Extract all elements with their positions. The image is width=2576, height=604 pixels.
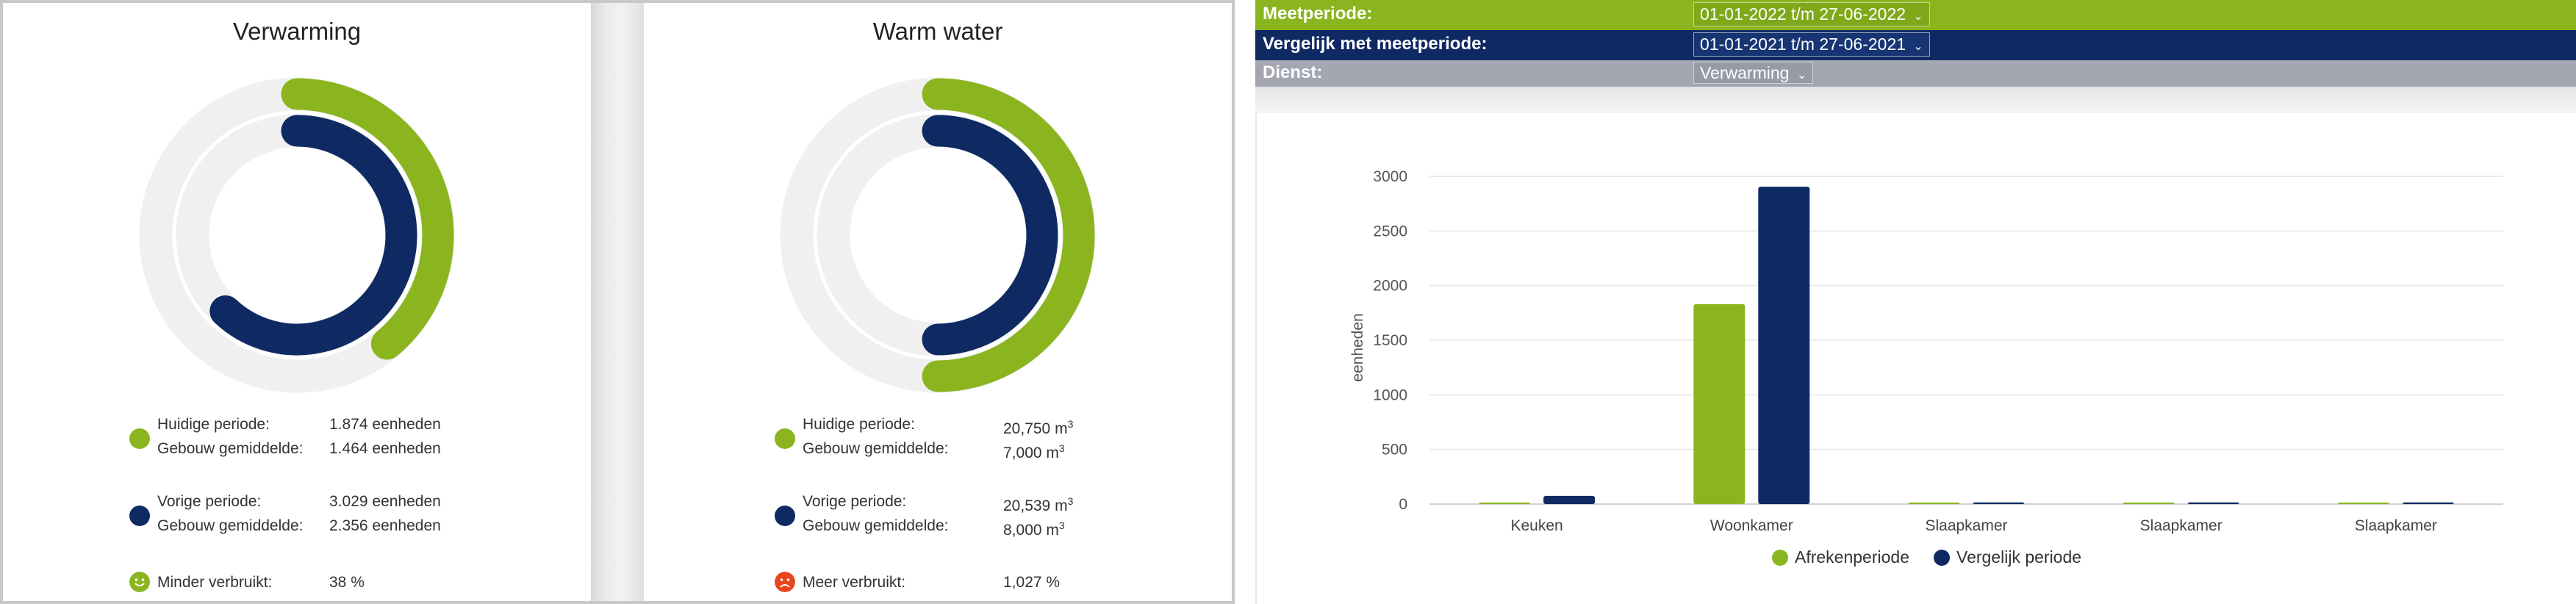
card-title: Verwarming [232,18,362,45]
previous-period-stats: Vorige periode: 3.029 eenheden Gebouw ge… [128,489,569,541]
x-tick-label: Slaapkamer [1925,517,2007,534]
current-period-value: 1.874 eenheden [329,416,441,433]
outer-arc [281,78,454,360]
current-period-dot [775,428,795,449]
current-period-value: 20,750 m3 [1003,418,1074,437]
y-tick-label: 1000 [1373,387,1407,403]
x-tick-label: Slaapkamer [2355,517,2437,534]
current-period-label: Huidige periode: [157,416,270,433]
toolbar-spacer [1255,87,2576,113]
chevron-down-icon: ⌄ [1913,10,1923,23]
smiley-happy-icon [129,572,150,592]
y-tick-label: 2000 [1373,278,1407,295]
previous-period-value: 3.029 eenheden [329,493,441,510]
bar-afrekenperiode [1908,503,1960,504]
vergelijk-label: Vergelijk met meetperiode: [1263,34,1488,54]
previous-period-dot [775,506,795,526]
result-value: 38 % [329,574,365,591]
result-label: Minder verbruikt: [157,574,273,591]
bar-chart: 0 500 1000 1500 2000 2500 3000 eenheden Keuken Wo… [1349,168,2503,567]
bar-afrekenperiode [2337,503,2389,504]
meetperiode-value: 01-01-2022 t/m 27-06-2022 [1700,4,1906,24]
y-tick-label: 0 [1399,496,1407,513]
legend-item: Vergelijk periode [1956,547,2081,567]
bar-vergelijk-periode [2187,502,2239,504]
legend-marker [1772,550,1788,566]
outer-arc [922,78,1095,392]
vergelijk-select[interactable]: 01-01-2021 t/m 27-06-2021 ⌄ [1693,32,1930,57]
bar-vergelijk-periode [1543,495,1596,504]
dienst-select[interactable]: Verwarming ⌄ [1693,62,1814,84]
building-average-label: Gebouw gemiddelde: [803,517,949,534]
previous-period-stats: Vorige periode: 20,539 m3 Gebouw gemidde… [773,489,1214,541]
bar-vergelijk-periode [1973,502,2025,504]
y-tick-label: 2500 [1373,223,1407,240]
smiley-sad-icon [775,572,795,592]
filter-dienst: Dienst: Verwarming ⌄ [1255,60,2576,87]
bar-afrekenperiode [1693,303,1746,504]
meetperiode-select[interactable]: 01-01-2022 t/m 27-06-2022 ⌄ [1693,2,1930,26]
previous-period-dot [129,506,150,526]
x-tick-label: Keuken [1510,517,1563,534]
chevron-down-icon: ⌄ [1913,40,1923,53]
usage-result: Minder verbruikt: 38 % [128,570,569,597]
result-label: Meer verbruikt: [803,574,906,591]
result-value: 1,027 % [1003,574,1061,591]
y-axis-label: eenheden [1349,313,1366,381]
inner-arc [922,115,1058,356]
card-title: Warm water [872,18,1003,45]
y-tick-label: 3000 [1373,168,1407,185]
card-verwarming: Verwarming Huidige periode: 1.874 eenhed… [3,3,591,601]
inner-arc [209,115,417,356]
y-tick-label: 500 [1382,442,1407,459]
chevron-down-icon: ⌄ [1796,69,1807,82]
current-period-stats: Huidige periode: 20,750 m3 Gebouw gemidd… [773,412,1214,464]
building-average-label: Gebouw gemiddelde: [157,517,304,534]
building-average-value: 2.356 eenheden [329,517,441,534]
usage-result: Meer verbruikt: 1,027 % [773,570,1214,597]
current-period-label: Huidige periode: [803,416,915,433]
donut-chart [139,77,455,393]
dienst-label: Dienst: [1263,62,1323,82]
donut-chart [780,77,1096,393]
current-period-stats: Huidige periode: 1.874 eenheden Gebouw g… [128,412,569,464]
previous-period-value: 20,539 m3 [1003,495,1074,514]
vergelijk-value: 01-01-2021 t/m 27-06-2021 [1700,35,1906,54]
building-average-label: Gebouw gemiddelde: [157,440,304,457]
meetperiode-label: Meetperiode: [1263,4,1373,24]
dienst-value: Verwarming [1700,63,1790,82]
bar-afrekenperiode [2123,503,2175,504]
current-period-dot [129,428,150,449]
building-average-label: Gebouw gemiddelde: [803,440,949,457]
chart-card: 0 500 1000 1500 2000 2500 3000 eenheden Keuken Wo… [1255,113,2576,604]
previous-period-label: Vorige periode: [157,493,262,510]
previous-period-label: Vorige periode: [803,493,907,510]
filter-meetperiode: Meetperiode: 01-01-2022 t/m 27-06-2022 ⌄ [1255,0,2576,30]
legend-marker [1934,550,1950,566]
card-warm-water: Warm water Huidige periode: 20,750 m3 Ge… [644,3,1232,601]
bar-afrekenperiode [1479,503,1531,504]
filter-vergelijk: Vergelijk met meetperiode: 01-01-2021 t/… [1255,30,2576,60]
x-tick-label: Slaapkamer [2140,517,2222,534]
legend-item: Afrekenperiode [1795,547,1909,567]
building-average-value: 8,000 m3 [1003,519,1065,539]
bar-vergelijk-periode [2402,502,2454,504]
card-separator [591,3,644,601]
bar-vergelijk-periode [1758,187,1810,504]
building-average-value: 1.464 eenheden [329,440,441,457]
x-tick-label: Woonkamer [1710,517,1793,534]
building-average-value: 7,000 m3 [1003,442,1065,461]
y-tick-label: 1500 [1373,332,1407,349]
